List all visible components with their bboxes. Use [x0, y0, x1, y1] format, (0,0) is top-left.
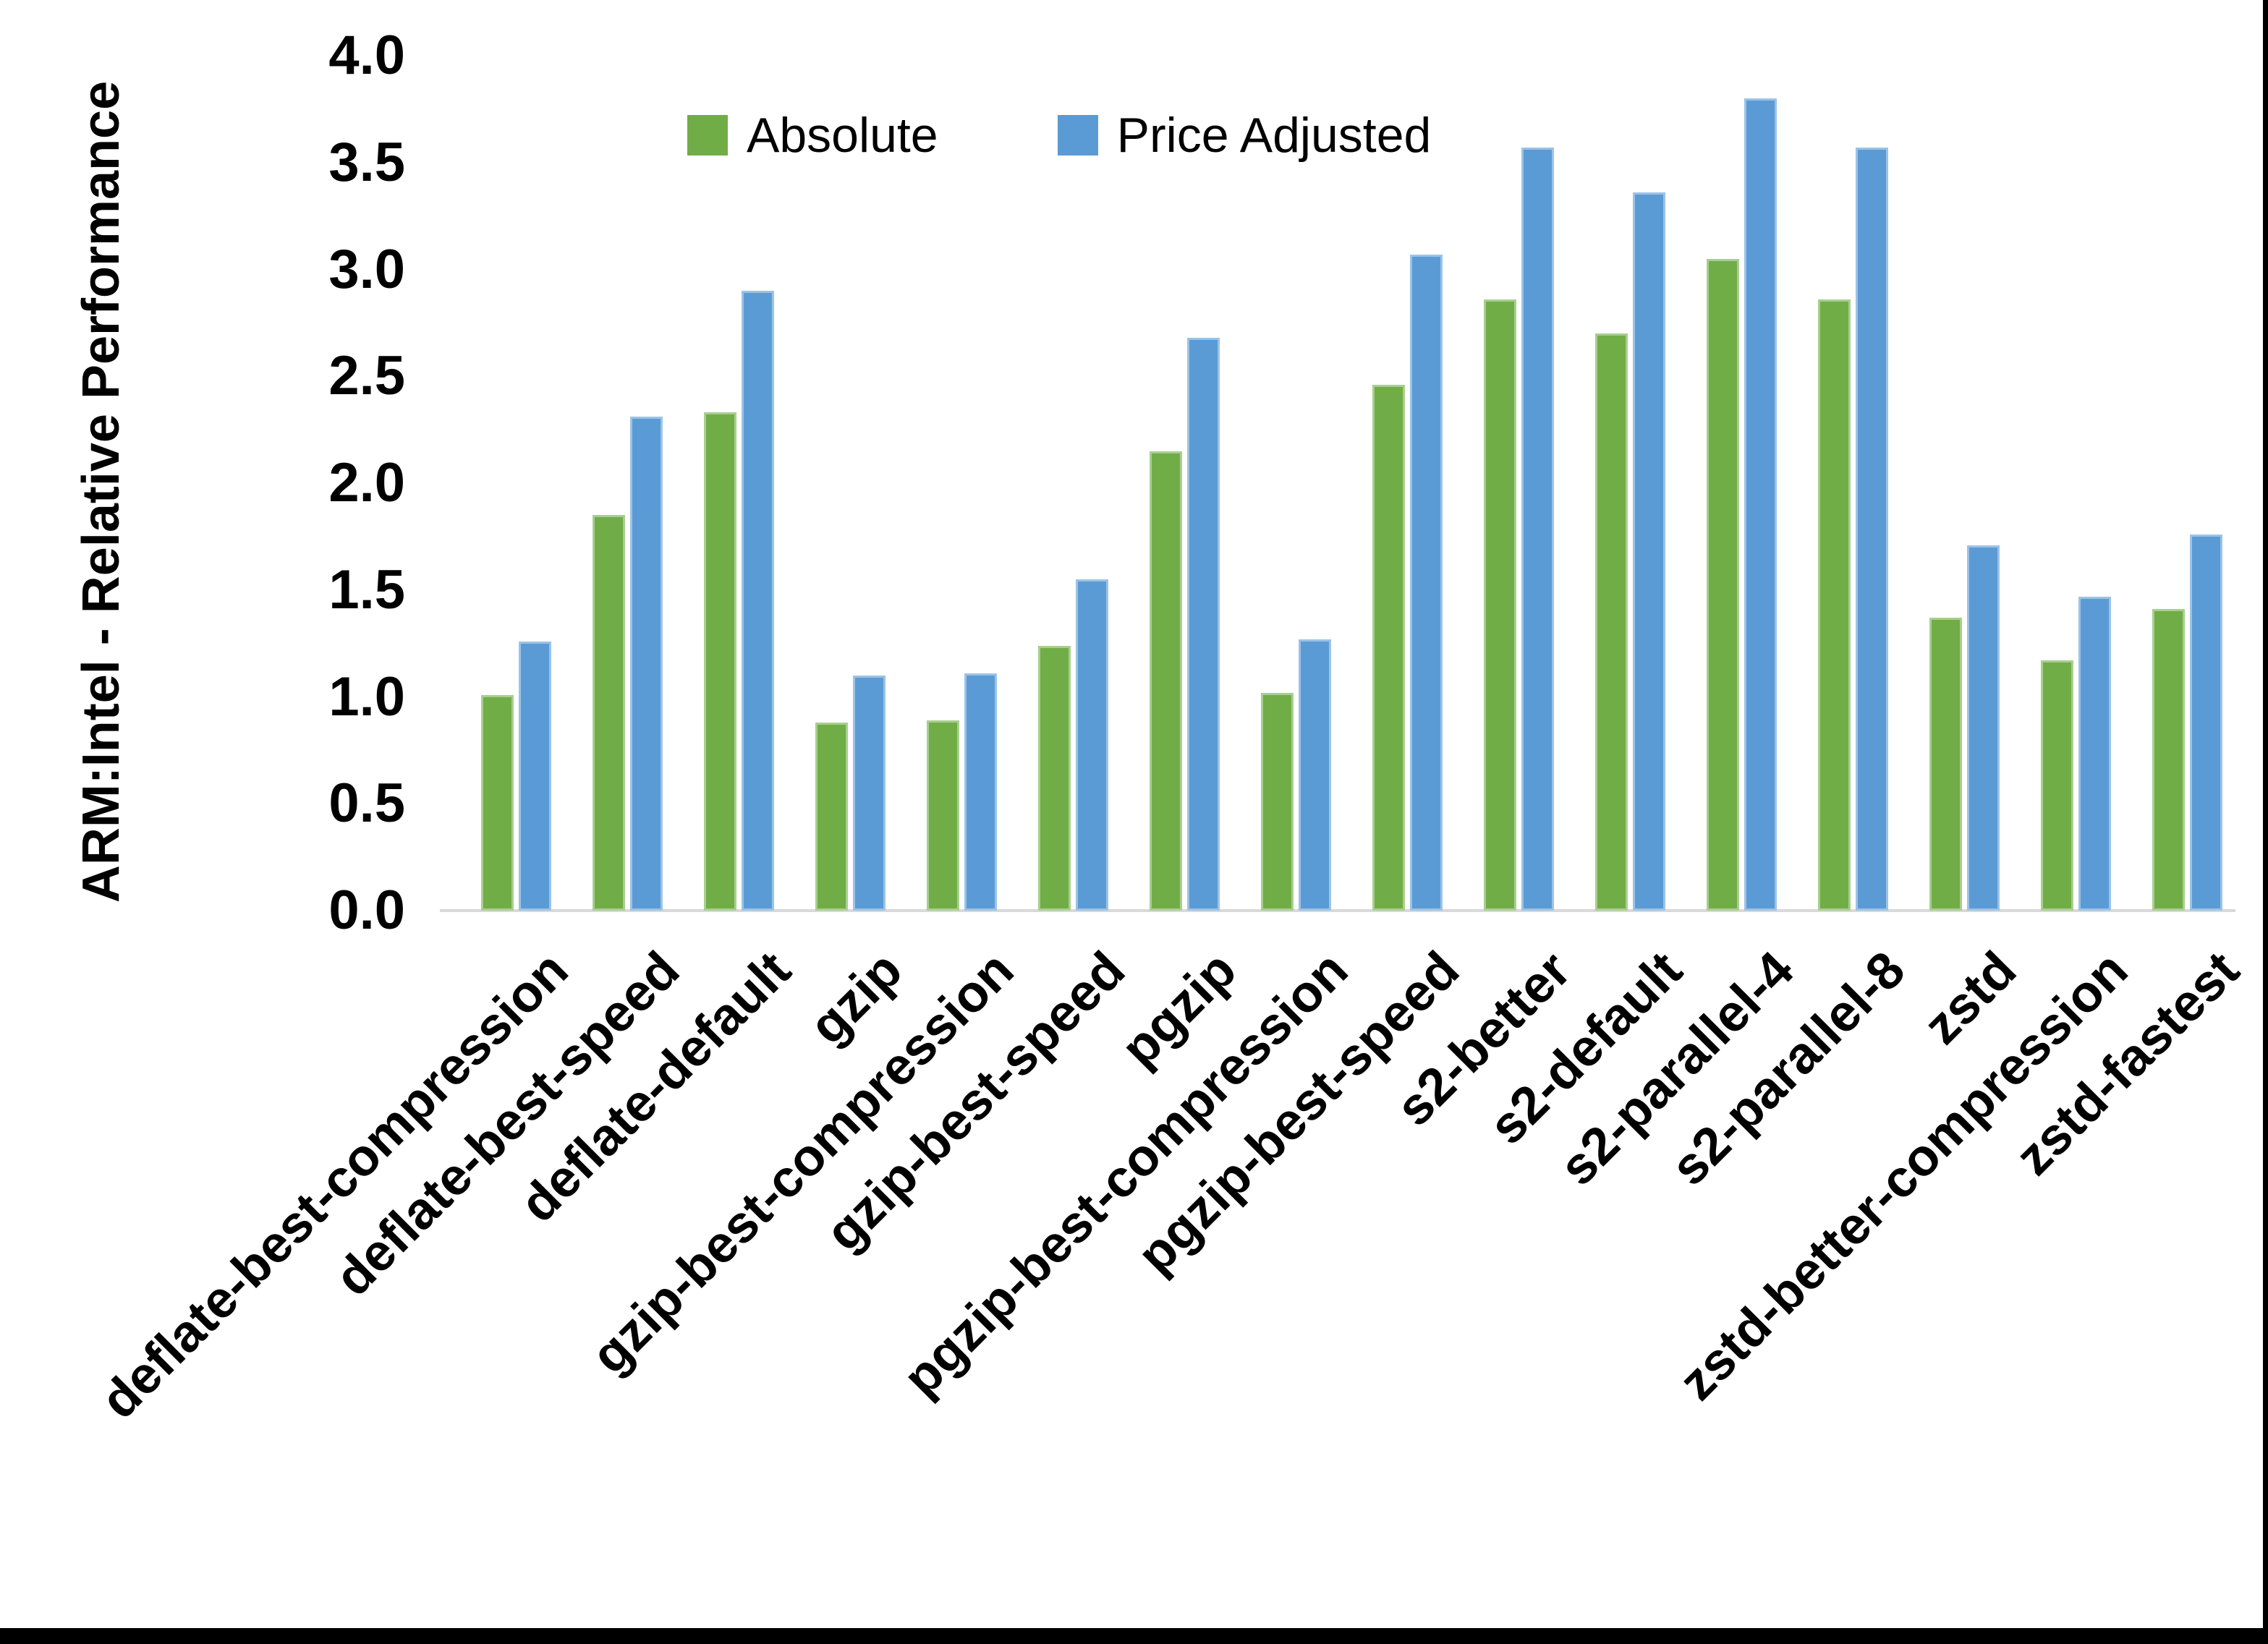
bar-absolute-pgzip-best-compression: [1260, 693, 1294, 911]
screenshot-bottom-border: [0, 1628, 2268, 1644]
bar-absolute-gzip-best-compression: [926, 720, 959, 911]
bar-absolute-gzip-best-speed: [1037, 646, 1071, 911]
legend-label-price-adjusted: Price Adjusted: [1116, 108, 1432, 163]
bar-price-adjusted-s2-default: [1632, 192, 1665, 911]
bar-absolute-zstd-fastest: [2152, 609, 2185, 911]
bar-price-adjusted-pgzip-best-speed: [1409, 255, 1443, 911]
bar-absolute-deflate-best-speed: [592, 515, 625, 911]
bar-price-adjusted-pgzip: [1186, 338, 1220, 911]
bar-price-adjusted-gzip-best-speed: [1075, 579, 1108, 911]
legend-item-absolute: Absolute: [687, 107, 938, 163]
bar-price-adjusted-deflate-best-speed: [629, 417, 663, 911]
y-tick-label: 0.0: [328, 880, 405, 941]
bar-absolute-deflate-default: [703, 412, 736, 911]
bar-absolute-gzip: [815, 723, 848, 911]
y-tick-label: 3.0: [328, 238, 405, 300]
bar-price-adjusted-pgzip-best-compression: [1298, 639, 1331, 911]
bar-price-adjusted-zstd-fastest: [2189, 534, 2222, 911]
y-tick-label: 1.0: [328, 665, 405, 728]
bar-absolute-s2-parallel-8: [1817, 299, 1851, 911]
legend-swatch-absolute: [687, 115, 728, 156]
y-tick-label: 4.0: [328, 25, 405, 86]
screenshot-right-border: [2263, 0, 2268, 1644]
y-tick-label: 0.5: [328, 772, 405, 835]
bar-absolute-pgzip-best-speed: [1372, 385, 1405, 911]
bar-absolute-pgzip: [1149, 451, 1182, 911]
bar-price-adjusted-s2-better: [1521, 148, 1554, 911]
legend-label-absolute: Absolute: [747, 108, 938, 163]
bar-absolute-zstd-better-compression: [2040, 660, 2073, 911]
bar-absolute-zstd: [1929, 618, 1962, 911]
bar-price-adjusted-zstd: [1966, 545, 2000, 911]
legend-swatch-price-adjusted: [1057, 115, 1098, 156]
legend-item-price-adjusted: Price Adjusted: [1057, 107, 1432, 163]
y-tick-label: 2.0: [328, 452, 405, 514]
bar-absolute-deflate-best-compression: [480, 695, 514, 911]
bar-price-adjusted-zstd-better-compression: [2078, 597, 2111, 911]
y-axis-title: ARM:Intel - Relative Performance: [72, 80, 130, 903]
x-category-label: deflate-best-compression: [90, 940, 579, 1430]
bar-absolute-s2-parallel-4: [1706, 259, 1739, 911]
bar-absolute-s2-default: [1594, 333, 1628, 911]
bar-absolute-s2-better: [1483, 299, 1516, 911]
x-axis-line: [440, 909, 2235, 912]
bar-price-adjusted-s2-parallel-8: [1855, 148, 1888, 911]
y-tick-label: 1.5: [328, 558, 405, 621]
bar-price-adjusted-s2-parallel-4: [1744, 98, 1777, 911]
bar-price-adjusted-gzip: [852, 676, 885, 911]
bar-price-adjusted-deflate-best-compression: [518, 642, 551, 911]
bar-price-adjusted-deflate-default: [741, 291, 774, 911]
y-tick-label: 3.5: [328, 131, 405, 193]
bar-price-adjusted-gzip-best-compression: [964, 673, 997, 911]
y-tick-label: 2.5: [328, 345, 405, 407]
legend: Absolute Price Adjusted: [687, 107, 1431, 163]
